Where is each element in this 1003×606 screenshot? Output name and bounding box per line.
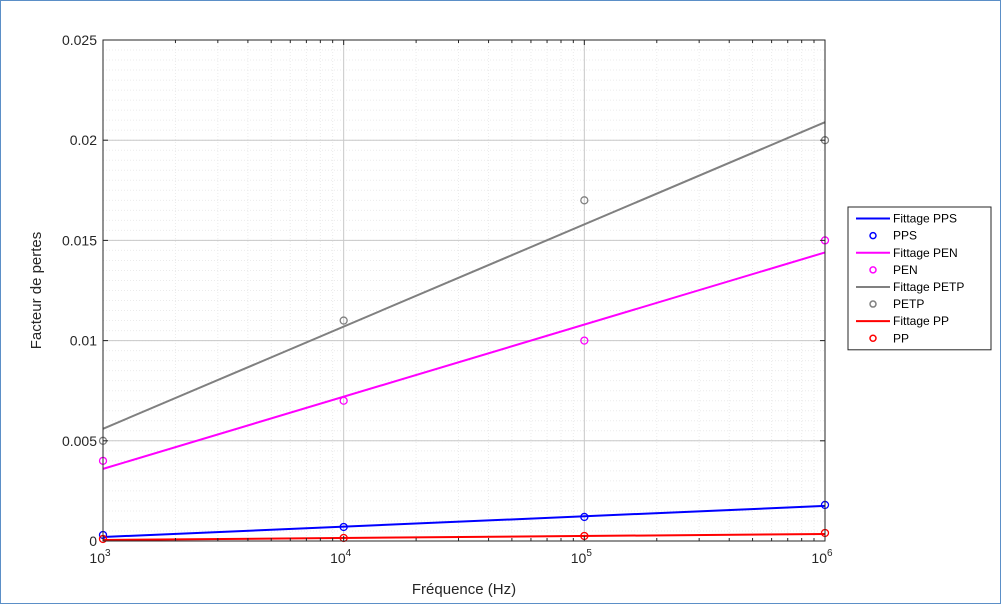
x-tick-label: 106 xyxy=(811,548,833,566)
x-tick-label: 103 xyxy=(89,548,111,566)
legend-marker-petp xyxy=(869,300,877,308)
data-points xyxy=(98,136,830,544)
legend-label-fit-pen: Fittage PEN xyxy=(893,246,958,260)
data-point-petp xyxy=(580,196,589,205)
legend-marker-pp xyxy=(869,334,877,342)
legend-label-pps: PPS xyxy=(893,229,917,243)
legend: Fittage PPS PPS Fittage PEN PEN Fittage PETP… xyxy=(847,206,992,351)
y-axis-label: Facteur de pertes xyxy=(28,232,45,350)
data-point-petp xyxy=(339,316,348,325)
data-point-pps xyxy=(339,522,348,532)
fit-lines xyxy=(102,121,826,541)
legend-label-petp: PETP xyxy=(893,297,924,311)
fit-line-pps xyxy=(102,504,826,538)
axis-ticks xyxy=(102,39,826,542)
fit-line-pen xyxy=(102,251,826,470)
y-tick-label: 0.025 xyxy=(62,32,97,48)
y-tick-label: 0.015 xyxy=(62,232,97,248)
minor-grid xyxy=(103,40,825,541)
y-tick-label: 0.01 xyxy=(70,333,97,349)
y-tick-label: 0.005 xyxy=(62,433,97,449)
data-point-pen xyxy=(339,396,348,405)
y-tick-label: 0.02 xyxy=(70,132,97,148)
fit-line-pp xyxy=(102,532,826,541)
legend-label-pen: PEN xyxy=(893,263,918,277)
x-axis-label: Fréquence (Hz) xyxy=(412,581,516,598)
legend-marker-pps xyxy=(869,231,877,240)
x-tick-label: 104 xyxy=(330,548,352,566)
legend-label-fit-petp: Fittage PETP xyxy=(893,280,964,294)
fit-line-petp xyxy=(102,121,826,430)
data-point-pps xyxy=(580,512,589,522)
legend-label-fit-pp: Fittage PP xyxy=(893,314,949,328)
legend-marker-pen xyxy=(869,266,877,274)
legend-label-fit-pps: Fittage PPS xyxy=(893,212,957,226)
legend-box xyxy=(847,206,992,351)
tick-labels: 103 104 105 106 0 0.005 0.01 0.015 0.02 0.025 xyxy=(62,32,833,566)
y-tick-label: 0 xyxy=(89,533,97,549)
legend-label-pp: PP xyxy=(893,331,909,345)
data-point-pen xyxy=(580,336,589,345)
plot-area-border xyxy=(102,39,826,542)
x-tick-label: 105 xyxy=(571,548,593,566)
